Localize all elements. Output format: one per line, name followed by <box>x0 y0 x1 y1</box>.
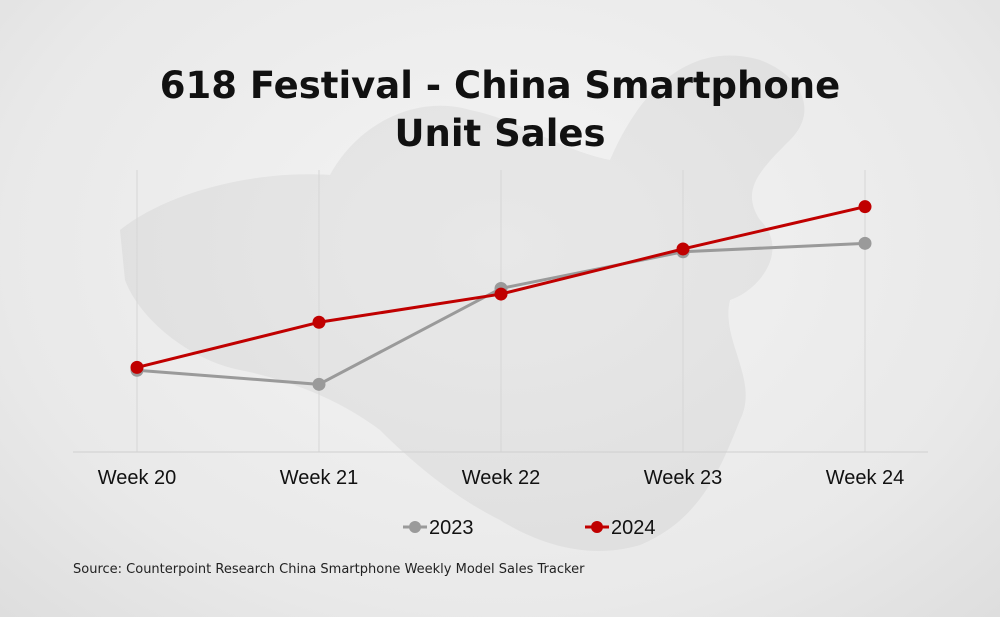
legend: 2023 2024 <box>403 517 656 539</box>
chart-title-line-1: 618 Festival - China Smartphone <box>160 64 840 107</box>
x-tick-label: Week 22 <box>462 467 541 489</box>
source-note: Source: Counterpoint Research China Smar… <box>73 562 585 577</box>
legend-swatch-marker <box>409 521 421 533</box>
gridlines <box>136 170 866 452</box>
data-point <box>858 236 872 250</box>
x-tick-labels: Week 20 Week 21 Week 22 Week 23 Week 24 <box>98 467 905 489</box>
legend-label: 2023 <box>429 517 474 539</box>
x-tick-label: Week 24 <box>826 467 905 489</box>
x-tick-label: Week 23 <box>644 467 723 489</box>
data-point <box>494 287 508 301</box>
series-group <box>130 200 872 391</box>
data-point <box>858 200 872 214</box>
x-tick-label: Week 21 <box>280 467 359 489</box>
series-2024 <box>130 200 872 374</box>
data-point <box>312 315 326 329</box>
data-point <box>312 377 326 391</box>
chart-title-line-2: Unit Sales <box>394 112 605 155</box>
x-tick-label: Week 20 <box>98 467 177 489</box>
legend-label: 2024 <box>611 517 656 539</box>
legend-item: 2024 <box>585 517 656 539</box>
legend-swatch-marker <box>591 521 603 533</box>
data-point <box>676 242 690 256</box>
china-map-watermark <box>120 55 805 551</box>
legend-item: 2023 <box>403 517 474 539</box>
data-point <box>130 360 144 374</box>
